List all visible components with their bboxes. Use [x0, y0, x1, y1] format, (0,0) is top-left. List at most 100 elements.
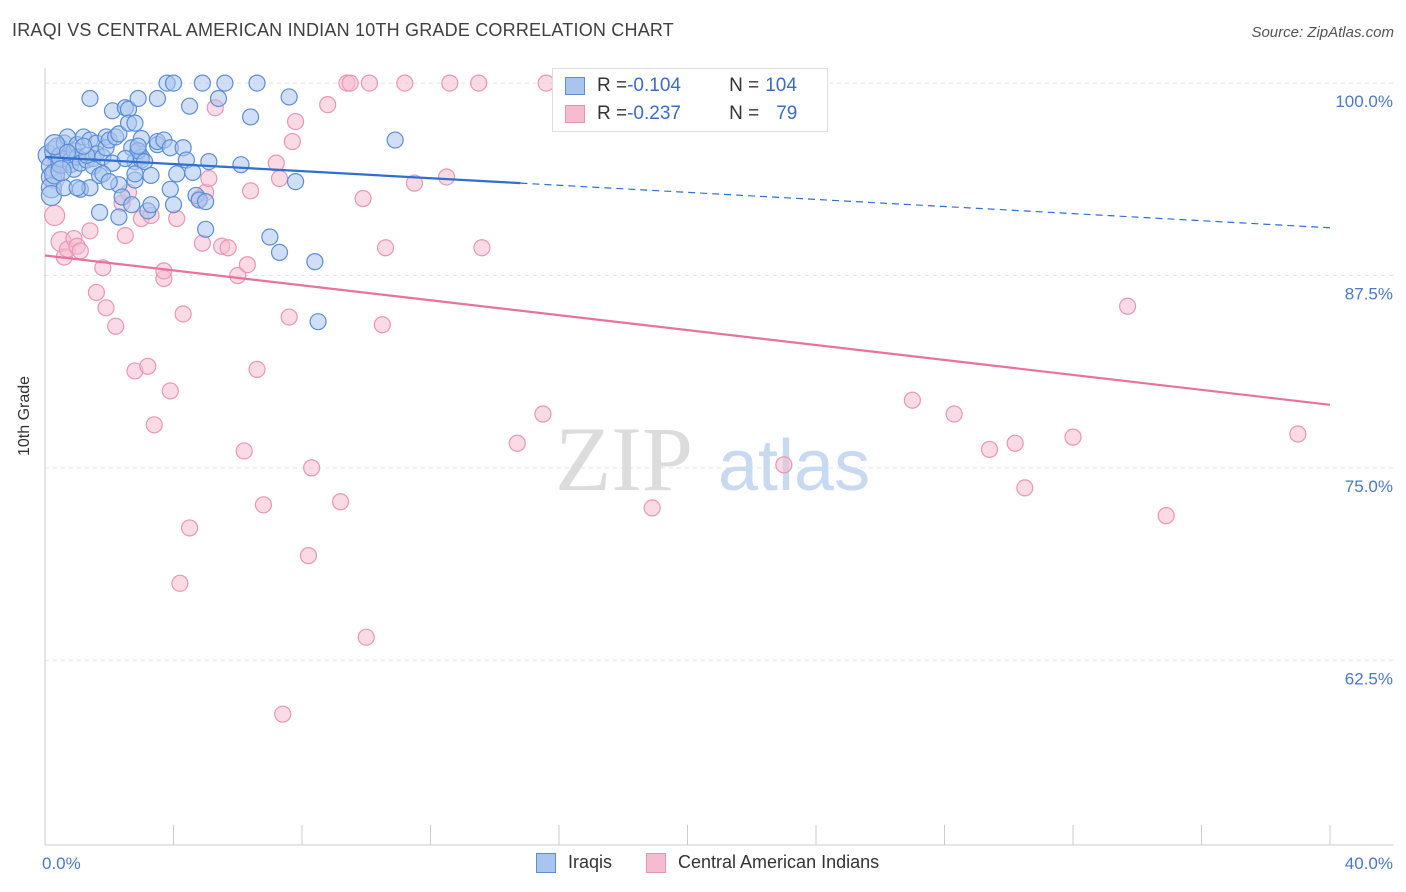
data-point	[270, 169, 289, 188]
data-point	[242, 108, 260, 126]
data-point	[110, 208, 128, 226]
data-point	[643, 499, 661, 517]
trend-line-iraqis-extrapolated	[520, 182, 1331, 229]
trend-line-iraqis	[44, 155, 521, 185]
data-point	[270, 243, 289, 262]
watermark-zip: ZIP	[555, 408, 693, 510]
data-point	[360, 74, 379, 92]
legend-row-iraqis: R = -0.104 N = 104	[565, 73, 797, 99]
data-point	[280, 308, 298, 326]
legend-swatch-pink	[565, 105, 585, 123]
data-point	[110, 125, 128, 143]
data-point	[319, 96, 337, 114]
data-point	[129, 89, 147, 108]
data-point	[91, 203, 109, 221]
data-point	[473, 239, 491, 257]
data-point	[107, 317, 125, 335]
data-point	[168, 165, 186, 183]
data-point	[261, 228, 279, 246]
legend-n-label: N =	[729, 103, 760, 124]
legend-n-label: N =	[729, 75, 760, 96]
y-tick-label: 100.0%	[1335, 92, 1393, 111]
legend-r-label: R =	[597, 103, 628, 124]
legend-swatch-blue	[536, 852, 556, 873]
data-point	[331, 493, 350, 511]
data-point	[470, 74, 488, 92]
tick-labels: 100.0% 87.5% 75.0% 62.5% 0.0% 40.0%	[42, 92, 1393, 873]
data-point	[980, 440, 999, 459]
data-point	[200, 169, 218, 188]
data-point	[286, 172, 305, 191]
data-point	[283, 132, 301, 151]
data-point	[232, 156, 250, 174]
legend-swatch-pink	[646, 852, 667, 873]
data-point	[97, 299, 115, 317]
series-iraqis	[37, 74, 404, 331]
legend-r-value: -0.104	[627, 75, 681, 96]
watermark-atlas: atlas	[718, 426, 870, 506]
data-point	[299, 547, 318, 565]
data-point	[193, 74, 212, 92]
source-credit: Source: ZipAtlas.com	[1251, 24, 1394, 41]
data-point	[174, 305, 192, 323]
legend-n-value: 104	[765, 75, 797, 96]
data-point	[229, 266, 247, 285]
legend-label: Iraqis	[568, 852, 613, 872]
data-point	[238, 256, 256, 274]
legend-item-iraqis[interactable]: Iraqis	[536, 852, 612, 873]
data-point	[71, 242, 89, 260]
data-point	[145, 416, 163, 434]
data-point	[1289, 425, 1307, 443]
data-point	[74, 137, 93, 155]
data-point	[180, 97, 199, 115]
data-point	[197, 220, 215, 238]
data-point	[44, 204, 66, 227]
trend-lines	[44, 155, 1331, 406]
data-point	[81, 222, 99, 240]
data-point	[386, 131, 404, 149]
legend-r-value: -0.237	[627, 103, 681, 124]
data-point	[126, 165, 144, 183]
data-point	[81, 89, 99, 108]
data-point	[171, 574, 189, 592]
data-point	[219, 239, 237, 257]
data-point	[775, 456, 793, 474]
data-point	[68, 179, 86, 197]
data-point	[1016, 479, 1034, 497]
legend-item-central-american-indians[interactable]: Central American Indians	[646, 852, 879, 873]
data-point	[903, 391, 921, 409]
data-point	[94, 259, 112, 277]
x-tick-label: 40.0%	[1345, 854, 1393, 873]
data-point	[100, 172, 118, 191]
series-central-american-indians	[44, 74, 1307, 723]
data-point	[142, 196, 160, 214]
data-point	[116, 226, 134, 245]
chart-title: IRAQI VS CENTRAL AMERICAN INDIAN 10TH GR…	[12, 20, 674, 40]
data-point	[286, 112, 305, 131]
y-tick-label: 62.5%	[1345, 669, 1393, 688]
data-point	[126, 114, 144, 132]
data-point	[441, 74, 459, 92]
data-point	[142, 166, 160, 185]
data-point	[306, 253, 324, 271]
data-point	[242, 182, 260, 200]
legend-r-label: R =	[597, 75, 628, 96]
data-point	[280, 88, 298, 106]
y-tick-label: 87.5%	[1345, 284, 1393, 303]
data-point	[164, 74, 183, 92]
data-point	[534, 405, 552, 423]
data-point	[357, 628, 375, 646]
data-point	[396, 74, 414, 92]
data-point	[58, 143, 77, 161]
series-legend: Iraqis Central American Indians	[536, 852, 913, 873]
data-point	[209, 89, 228, 108]
legend-label: Central American Indians	[678, 852, 880, 872]
data-point	[309, 313, 327, 331]
data-point	[116, 149, 134, 168]
data-point	[50, 160, 72, 182]
trend-line-central-american-indians	[44, 254, 1331, 406]
data-point	[184, 163, 202, 181]
data-point	[129, 137, 147, 155]
data-point	[161, 382, 179, 400]
x-tick-label: 0.0%	[42, 854, 81, 873]
